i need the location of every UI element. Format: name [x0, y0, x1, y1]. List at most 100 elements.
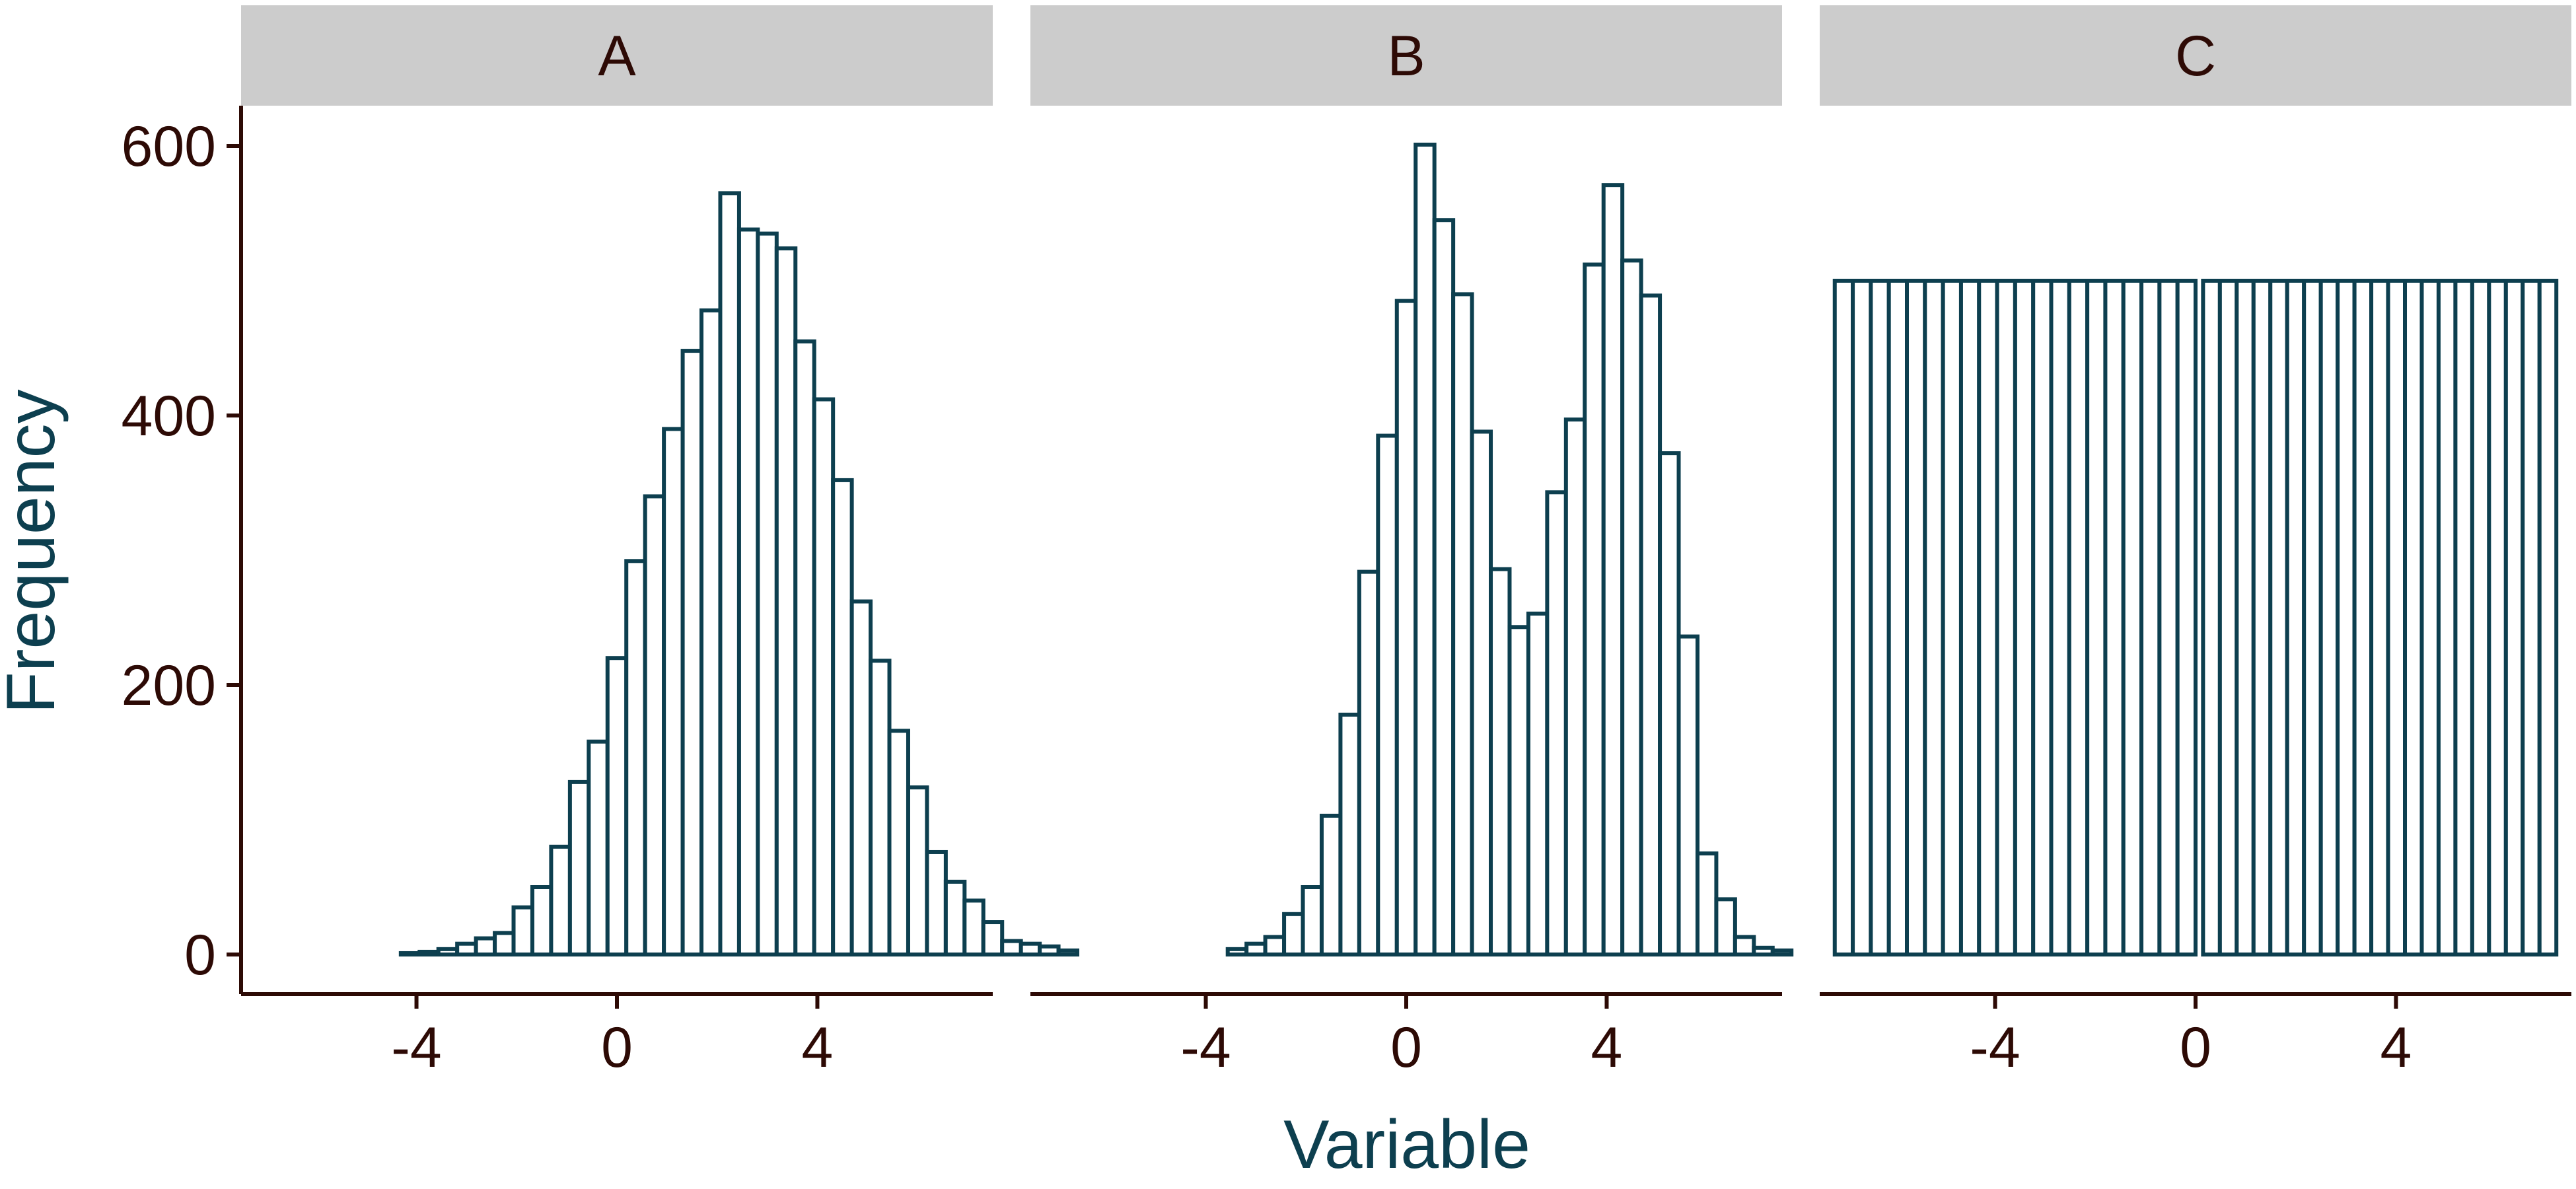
histogram-bar: [2503, 279, 2525, 956]
histogram-bar: [2085, 279, 2108, 956]
histogram-bar: [1056, 948, 1080, 957]
histogram-bar: [1470, 429, 1493, 956]
facet-strip: [1820, 5, 2571, 106]
x-tick-label: 0: [601, 1016, 633, 1079]
facet-strip-label: B: [1387, 24, 1425, 88]
histogram-bar: [1000, 939, 1023, 956]
histogram-bar: [2049, 279, 2071, 956]
histogram-bar: [1958, 279, 1982, 956]
y-tick-label: 600: [122, 115, 217, 178]
histogram-bar: [398, 951, 422, 956]
histogram-bar: [2436, 279, 2458, 956]
x-tick-label: 4: [802, 1016, 834, 1079]
histogram-bar: [417, 949, 441, 957]
histogram-bar: [1752, 945, 1775, 957]
histogram-bar: [1282, 912, 1305, 957]
histogram-bar: [2285, 279, 2307, 956]
histogram-bar: [2419, 279, 2441, 956]
x-tick-label: 0: [1390, 1016, 1422, 1079]
histogram-bar: [455, 941, 478, 957]
histogram-bar: [1832, 279, 1855, 956]
histogram-bar: [2235, 279, 2256, 956]
x-tick-label: -4: [1180, 1016, 1231, 1079]
histogram-bar: [1394, 299, 1418, 957]
histogram-bar: [1244, 941, 1268, 957]
histogram-bar: [1733, 935, 1756, 956]
histogram-bar: [1376, 433, 1399, 956]
histogram-bar: [1545, 490, 1568, 956]
facet-panel-c: C -4 0 4: [1820, 5, 2571, 1079]
histogram-bar: [493, 931, 516, 956]
histogram-bar: [869, 659, 892, 957]
histogram-bar: [2157, 279, 2180, 956]
histogram-bar: [2139, 279, 2162, 956]
histogram-bar: [624, 559, 647, 956]
histogram-bar: [2251, 279, 2273, 956]
histogram-bar: [2031, 279, 2054, 956]
facet-strip-label: A: [598, 24, 636, 88]
histogram-bar: [1357, 569, 1380, 956]
x-tick-label: -4: [1970, 1016, 2020, 1079]
facet-panel-a: A -4 0 4: [241, 5, 1080, 1079]
histogram-bar: [962, 898, 985, 957]
histogram-bar: [1301, 885, 1324, 956]
facet-panel-b: B -4 0 4: [1030, 5, 1794, 1079]
histogram-bar: [587, 739, 610, 957]
histogram-bar: [1413, 142, 1437, 957]
histogram-bar: [1319, 813, 1343, 956]
histogram-bar: [2470, 279, 2491, 956]
histogram-bar: [2121, 279, 2144, 956]
histogram-bar: [1886, 279, 1910, 956]
histogram-bar: [511, 905, 534, 956]
histogram-bar: [2318, 279, 2340, 956]
histogram-bar: [1489, 567, 1512, 956]
histogram-bar: [1851, 279, 1873, 956]
histogram-bar: [567, 779, 591, 956]
histogram-bar: [474, 936, 497, 957]
histogram-bar: [2067, 279, 2090, 956]
histogram-bar: [1977, 279, 1999, 956]
histogram-bar: [981, 920, 1005, 957]
histogram-bar: [2386, 279, 2408, 956]
histogram-bar: [887, 729, 910, 956]
histogram-bar: [662, 427, 685, 956]
histogram-bar: [530, 885, 554, 956]
histogram-bar: [1995, 279, 2017, 956]
histogram-bar: [2369, 279, 2390, 956]
histogram-bar: [793, 339, 816, 956]
histogram-bar: [1563, 417, 1587, 956]
x-tick-label: 0: [2180, 1016, 2211, 1079]
facet-strip-label: C: [2175, 24, 2216, 88]
y-axis-title: Frequency: [0, 389, 69, 713]
histogram-bar: [1526, 611, 1550, 956]
histogram-bar: [1869, 279, 1891, 956]
histogram-bar: [925, 849, 948, 956]
facet-panels: A -4 0 4 B -4 0 4 C -4 0 4: [241, 5, 2571, 1079]
histogram-bar: [1695, 851, 1719, 956]
histogram-bar: [1507, 625, 1530, 957]
histogram-bar: [1676, 634, 1699, 956]
histogram-bar: [2352, 279, 2374, 956]
histogram-bar: [643, 494, 666, 956]
histogram-bar: [736, 227, 760, 957]
histogram-bar: [680, 349, 704, 956]
histogram-bar: [718, 191, 741, 956]
histogram-bar: [849, 599, 873, 956]
histogram-bar: [2487, 279, 2508, 956]
histogram-bar: [699, 308, 723, 956]
histogram-bar: [2175, 279, 2198, 956]
histogram-bar: [605, 656, 629, 956]
histogram-bar: [436, 947, 460, 956]
histogram-bar: [756, 231, 779, 957]
histogram-bar: [1714, 897, 1737, 956]
histogram-bar: [774, 246, 798, 956]
histogram-bar: [2453, 279, 2474, 956]
histogram-bar: [1601, 183, 1625, 956]
histogram-bar: [1038, 944, 1061, 957]
y-tick-label: 0: [184, 923, 216, 987]
y-tick-label: 400: [122, 384, 217, 448]
x-tick-label: 4: [1591, 1016, 1623, 1079]
y-axis: 0 200 400 600: [122, 106, 243, 994]
histogram-bar: [2201, 279, 2222, 956]
